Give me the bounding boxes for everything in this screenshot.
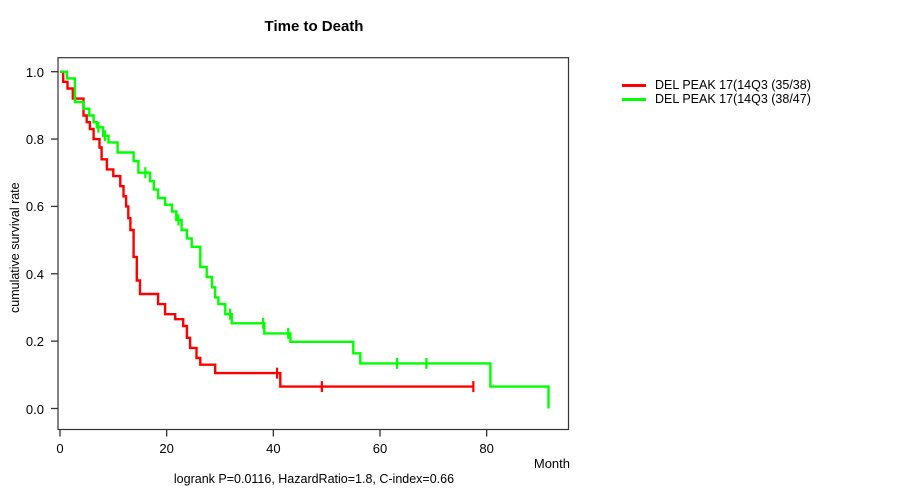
legend-item: DEL PEAK 17(14Q3 (35/38) (622, 78, 811, 92)
y-tick-label: 0.0 (25, 401, 44, 417)
red-line-swatch (622, 83, 646, 87)
x-tick-label: 40 (266, 441, 281, 456)
chart-title: Time to Death (264, 18, 364, 35)
y-tick-label: 0.8 (25, 132, 44, 148)
x-tick-label: 20 (159, 441, 174, 456)
legend-label: DEL PEAK 17(14Q3 (35/38) (655, 78, 811, 92)
x-tick-label: 80 (479, 441, 494, 456)
legend-label: DEL PEAK 17(14Q3 (38/47) (655, 92, 811, 106)
stats-annotation: logrank P=0.0116, HazardRatio=1.8, C-ind… (173, 472, 455, 486)
survival-curve (60, 70, 550, 409)
survival-curve (60, 70, 474, 388)
y-tick-label: 1.0 (25, 64, 44, 80)
legend-item: DEL PEAK 17(14Q3 (38/47) (622, 92, 811, 106)
green-line-swatch (622, 97, 646, 101)
plot-box (57, 57, 570, 431)
y-axis-label: cumulative survival rate (8, 182, 22, 314)
y-tick-label: 0.6 (25, 199, 44, 215)
y-tick-label: 0.4 (25, 266, 44, 282)
x-tick-label: 60 (372, 441, 388, 456)
y-tick-label: 0.2 (25, 334, 44, 350)
x-tick-label: 0 (56, 441, 64, 456)
legend: DEL PEAK 17(14Q3 (35/38) DEL PEAK 17(14Q… (622, 78, 811, 106)
x-axis-label: Month (533, 456, 570, 471)
